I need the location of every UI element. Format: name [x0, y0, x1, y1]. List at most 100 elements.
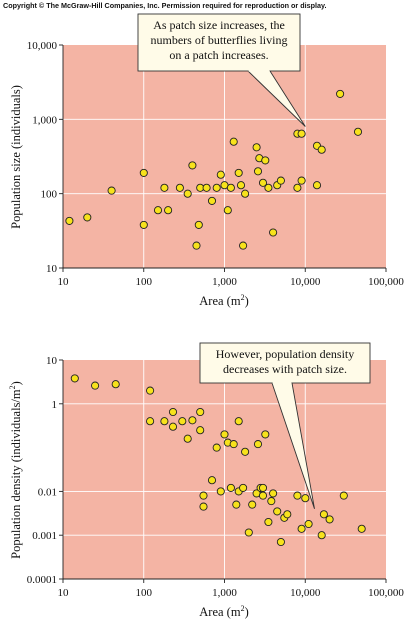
data-point [258, 483, 268, 492]
data-point [146, 417, 155, 426]
data-point [196, 407, 205, 417]
data-point [65, 216, 74, 225]
x-tick-label: 100 [136, 276, 153, 288]
data-point [269, 228, 278, 237]
data-point [207, 476, 217, 485]
y-tick-label: 1,000 [32, 114, 57, 126]
x-tick-label: 100 [136, 587, 153, 599]
data-point [239, 241, 248, 250]
data-point [223, 206, 232, 215]
data-points [65, 89, 363, 250]
callout-box [137, 13, 301, 72]
data-point [216, 487, 225, 496]
callout-text-line: numbers of butterflies living [151, 33, 288, 47]
data-point [183, 434, 192, 443]
data-point [276, 176, 285, 185]
data-point [273, 507, 282, 516]
data-point [297, 129, 306, 138]
data-point [175, 183, 184, 192]
data-point [229, 137, 238, 146]
y-tick-label: 0.0001 [27, 574, 57, 586]
data-point [241, 447, 250, 456]
data-point [258, 178, 268, 187]
data-point [319, 510, 328, 519]
data-point [153, 206, 163, 215]
callout-box [199, 342, 371, 384]
callout-pointer [247, 70, 306, 127]
data-point [234, 168, 243, 177]
data-point [301, 494, 310, 503]
data-point [353, 127, 363, 136]
y-axis-label: Population size (individuals) [9, 85, 23, 229]
data-point [194, 220, 203, 229]
data-point [252, 143, 261, 152]
data-point [70, 374, 79, 383]
x-tick-label: 10,000 [290, 276, 321, 288]
data-point [139, 168, 148, 177]
x-axis-label: Area (m2) [199, 293, 248, 308]
data-point [267, 497, 276, 506]
copyright-notice: Copyright © The McGraw-Hill Companies, I… [3, 1, 326, 10]
data-point [226, 483, 235, 492]
data-point [226, 183, 235, 192]
data-point [83, 213, 92, 222]
data-point [264, 183, 273, 192]
x-axis-label: Area (m2) [199, 604, 248, 619]
data-point [293, 183, 302, 192]
x-tick-label: 1,000 [212, 587, 237, 599]
gridlines [63, 45, 386, 268]
data-point [178, 417, 187, 426]
data-point [258, 491, 268, 500]
data-point [216, 170, 225, 179]
data-point [183, 189, 192, 198]
data-point [241, 189, 250, 198]
data-point [304, 519, 313, 529]
y-tick-label: 10 [46, 263, 58, 275]
data-point [357, 524, 366, 533]
data-points [70, 374, 366, 547]
data-point [188, 161, 197, 170]
data-point [269, 489, 278, 498]
y-tick-label: 100 [41, 189, 58, 201]
data-point [234, 417, 243, 426]
y-tick-label: 1 [52, 399, 58, 411]
data-point [317, 531, 326, 540]
callout-text-line: However, population density [216, 347, 355, 361]
data-point [192, 241, 201, 250]
data-point [325, 515, 334, 524]
data-point [248, 500, 257, 509]
data-point [107, 186, 116, 195]
data-point [229, 440, 238, 449]
data-point [336, 89, 345, 98]
data-point [261, 430, 270, 439]
y-tick-label: 0.001 [32, 530, 57, 542]
data-point [168, 422, 178, 431]
data-point [196, 426, 205, 435]
y-tick-label: 10 [46, 355, 58, 367]
y-tick-label: 10,000 [27, 40, 58, 52]
data-point [297, 524, 306, 533]
data-point [253, 167, 263, 176]
data-point [160, 417, 169, 426]
data-point [239, 483, 248, 492]
x-tick-label: 100,000 [368, 276, 404, 288]
data-point [312, 181, 322, 190]
data-point [264, 517, 273, 527]
data-point [164, 206, 173, 215]
data-point [111, 380, 120, 389]
data-point [207, 196, 217, 205]
callout-text-line: on a patch increases. [169, 48, 268, 62]
data-point [339, 491, 348, 500]
data-point [199, 491, 208, 500]
data-point [276, 537, 285, 547]
data-point [188, 416, 197, 425]
data-point [283, 510, 292, 519]
data-point [202, 183, 211, 192]
data-point [317, 145, 326, 154]
data-point [232, 500, 241, 509]
y-axis-label: Population density (individuals/m2) [8, 381, 23, 559]
callout-pointer [271, 382, 315, 509]
